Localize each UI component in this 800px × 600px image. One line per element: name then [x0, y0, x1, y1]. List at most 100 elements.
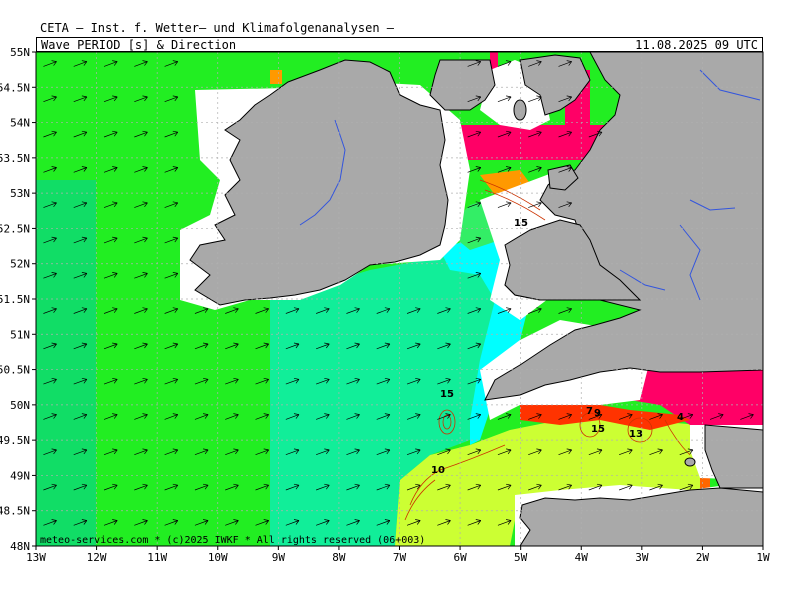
contour-lines	[404, 179, 691, 521]
lon-label: 2W	[696, 551, 710, 564]
direction-arrow	[164, 483, 179, 491]
direction-arrow	[588, 130, 603, 138]
direction-arrow	[528, 130, 542, 138]
direction-arrow	[43, 201, 57, 208]
direction-arrow	[43, 60, 57, 67]
direction-arrow	[406, 448, 421, 456]
direction-arrow	[285, 342, 300, 350]
direction-arrow	[255, 342, 269, 350]
direction-arrow	[103, 483, 118, 491]
direction-arrow	[134, 448, 148, 456]
high-zone-small	[700, 475, 710, 493]
direction-arrow	[73, 342, 88, 350]
lon-label: 6W	[453, 551, 467, 564]
direction-arrow	[467, 413, 482, 420]
direction-arrow	[376, 377, 391, 385]
direction-arrow	[346, 413, 360, 420]
direction-arrow	[709, 413, 724, 420]
contour-label: 9	[594, 408, 601, 419]
direction-arrow	[225, 519, 239, 526]
direction-arrow	[649, 413, 663, 420]
direction-arrow	[406, 342, 421, 350]
direction-arrow	[73, 448, 88, 456]
direction-arrow	[467, 448, 482, 456]
direction-arrow	[103, 377, 118, 385]
contour-value-labels: 15 15 10 7 9 15 13 4	[431, 218, 684, 476]
direction-arrow	[164, 272, 179, 279]
direction-arrow	[43, 377, 57, 385]
direction-arrow	[255, 413, 269, 420]
direction-arrow	[497, 307, 512, 314]
direction-arrow	[73, 201, 88, 208]
direction-arrow	[103, 342, 118, 350]
direction-arrow	[103, 272, 118, 279]
direction-arrow	[437, 483, 451, 491]
land-ireland	[189, 59, 449, 306]
lat-label: 53.5N	[0, 152, 30, 165]
direction-arrow	[437, 413, 451, 420]
direction-arrow	[376, 307, 391, 314]
valid-time: 11.08.2025 09 UTC	[635, 38, 758, 52]
direction-arrow	[437, 307, 451, 314]
sea-teal-zone	[270, 255, 500, 546]
direction-arrow	[467, 519, 482, 526]
direction-arrow	[134, 342, 148, 350]
lat-label: 52.5N	[0, 222, 30, 235]
direction-arrow	[73, 307, 88, 314]
direction-arrow	[255, 483, 269, 491]
field-name: Wave_PERIOD_[s]_&_Direction	[41, 38, 237, 52]
direction-arrow	[43, 130, 57, 138]
lat-label: 51.5N	[0, 293, 30, 306]
direction-arrow	[467, 60, 482, 67]
direction-arrow	[376, 342, 391, 350]
direction-arrow	[134, 483, 148, 491]
direction-arrow	[103, 130, 118, 138]
direction-arrow	[376, 519, 391, 526]
direction-arrow	[43, 519, 57, 526]
direction-arrow	[103, 236, 118, 244]
lon-label: 8W	[332, 551, 346, 564]
direction-arrow	[164, 201, 179, 208]
direction-arrow	[43, 272, 57, 279]
direction-arrow	[194, 483, 209, 491]
lat-label: 54.5N	[0, 81, 30, 94]
direction-arrow	[316, 483, 330, 491]
direction-arrow	[346, 519, 360, 526]
direction-arrow	[467, 377, 482, 385]
direction-arrow	[194, 448, 209, 456]
direction-arrow	[497, 130, 512, 138]
lon-label: 4W	[575, 551, 589, 564]
direction-arrow	[346, 342, 360, 350]
direction-arrow	[316, 519, 330, 526]
latitude-labels: 55N 54.5N 54N 53.5N 53N 52.5N 52N 51.5N 51N 50.5N…	[0, 46, 30, 553]
direction-arrow	[558, 448, 572, 456]
direction-arrow	[134, 236, 148, 244]
direction-arrow	[43, 307, 57, 314]
direction-arrow	[194, 519, 209, 526]
direction-arrow	[255, 377, 269, 385]
direction-arrow	[73, 236, 88, 244]
direction-arrow	[528, 201, 542, 208]
lat-lon-grid	[36, 52, 763, 546]
lat-label: 48N	[10, 540, 30, 553]
direction-arrow	[467, 307, 482, 314]
direction-arrow	[43, 166, 57, 173]
direction-arrow	[497, 201, 512, 208]
direction-arrow	[134, 95, 148, 103]
direction-arrow	[194, 307, 209, 314]
direction-arrow	[43, 448, 57, 456]
contour-label: 4	[677, 412, 684, 423]
contour-label: 10	[431, 465, 445, 476]
lat-label: 51N	[10, 328, 30, 341]
direction-arrow	[164, 130, 179, 138]
direction-arrow	[225, 483, 239, 491]
direction-arrow	[225, 377, 239, 385]
direction-arrow	[164, 519, 179, 526]
direction-arrow	[467, 483, 482, 491]
direction-arrow	[103, 60, 118, 67]
land-isle-of-man	[513, 99, 527, 121]
direction-arrow	[467, 201, 482, 208]
lat-label: 50N	[10, 399, 30, 412]
lon-label: 11W	[147, 551, 167, 564]
map-plot-area: 15 15 10 7 9 15 13 4 meteo-services.com …	[36, 52, 763, 546]
